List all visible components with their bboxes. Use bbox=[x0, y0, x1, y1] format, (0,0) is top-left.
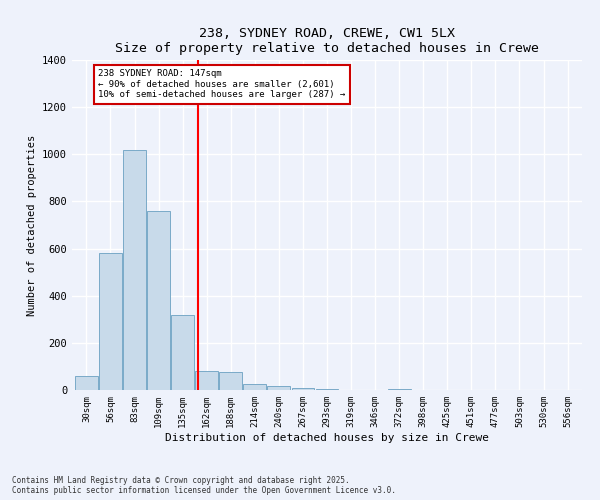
Bar bbox=[147, 211, 170, 390]
Bar bbox=[292, 388, 314, 390]
Y-axis label: Number of detached properties: Number of detached properties bbox=[26, 134, 37, 316]
Text: Contains HM Land Registry data © Crown copyright and database right 2025.
Contai: Contains HM Land Registry data © Crown c… bbox=[12, 476, 396, 495]
Bar bbox=[171, 314, 194, 390]
Bar bbox=[268, 386, 290, 390]
Bar bbox=[244, 384, 266, 390]
X-axis label: Distribution of detached houses by size in Crewe: Distribution of detached houses by size … bbox=[165, 432, 489, 442]
Title: 238, SYDNEY ROAD, CREWE, CW1 5LX
Size of property relative to detached houses in: 238, SYDNEY ROAD, CREWE, CW1 5LX Size of… bbox=[115, 26, 539, 54]
Bar bbox=[99, 254, 122, 390]
Bar bbox=[195, 371, 218, 390]
Bar bbox=[75, 376, 98, 390]
Bar bbox=[123, 150, 146, 390]
Bar bbox=[388, 389, 410, 390]
Text: 238 SYDNEY ROAD: 147sqm
← 90% of detached houses are smaller (2,601)
10% of semi: 238 SYDNEY ROAD: 147sqm ← 90% of detache… bbox=[98, 70, 346, 99]
Bar bbox=[220, 372, 242, 390]
Bar bbox=[316, 389, 338, 390]
